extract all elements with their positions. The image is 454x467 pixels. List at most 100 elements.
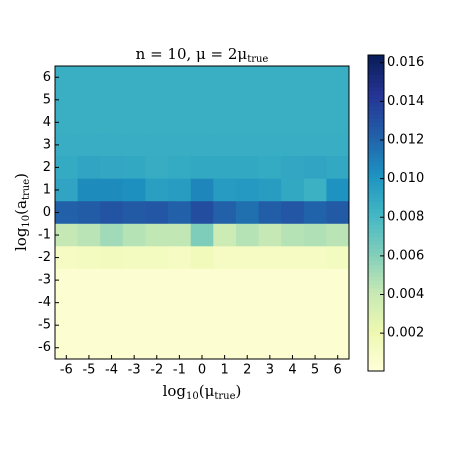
heat-cell [281,178,305,202]
y-label-main: log [12,227,30,251]
heat-cell [55,88,79,112]
heat-cell [258,291,282,315]
colorbar-swatch [368,122,384,127]
heat-cell [77,133,101,157]
heat-cell [258,246,282,270]
heat-cell [258,201,282,225]
heat-cell [258,133,282,157]
colorbar-swatch [368,292,384,297]
heat-cell [326,223,350,247]
heat-cell [100,313,124,337]
heat-cell [213,313,237,337]
heat-cell [281,313,305,337]
heat-cell [77,291,101,315]
heat-cell [122,336,146,360]
heat-cell [168,133,192,157]
heat-cell [77,66,101,90]
x-tick-label: -1 [173,363,186,378]
y-tick-label: -4 [38,295,51,310]
x-tick-label: -6 [60,363,73,378]
colorbar-swatch [368,177,384,182]
heat-cell [122,133,146,157]
chart-title: n = 10, μ = 2μtrue [136,45,269,65]
colorbar-swatch [368,240,384,246]
colorbar-swatch [368,205,384,210]
heat-cell [235,313,260,337]
heat-cell [258,336,282,360]
heat-cell [168,268,192,292]
x-label-main: log [163,382,187,400]
colorbar-tick-label: 0.012 [387,132,424,147]
colorbar-swatch [368,284,384,289]
heat-cell [77,246,101,270]
colorbar-swatch [368,228,384,234]
heat-cell [145,336,169,360]
colorbar-tick-label: 0.002 [387,326,424,341]
colorbar-swatch [368,137,384,143]
heat-cell [190,178,214,202]
heat-cell [145,178,169,202]
heat-cell [100,336,124,360]
heat-cell [281,223,305,247]
heat-cell [326,291,350,315]
heat-cell [190,133,214,157]
x-tick-label: 1 [220,363,228,378]
colorbar-swatch [368,347,384,352]
heat-cell [145,88,169,112]
y-tick-label: -2 [38,250,51,265]
y-axis-label: log10(atrue) [12,173,32,251]
heat-cell [122,313,146,337]
colorbar-swatch [368,70,384,76]
colorbar-swatch [368,197,384,202]
heat-cell [235,336,260,360]
heat-cell [55,66,79,90]
heat-cell [235,111,260,135]
colorbar-swatch [368,220,384,226]
heat-cell [100,178,124,202]
heat-cell [77,201,101,225]
heat-cell [145,268,169,292]
x-tick-label: 6 [334,363,342,378]
heat-cell [55,223,79,247]
colorbar-swatch [368,98,384,103]
y-tick-label: 1 [43,182,51,197]
heat-cell [303,246,327,270]
colorbar-swatch [368,114,384,119]
heat-cell [258,88,282,112]
heat-cell [55,336,79,360]
heat-cell [235,178,260,202]
heat-cell [168,313,192,337]
heat-cell [100,201,124,225]
heat-cell [213,178,237,202]
heat-cell [55,201,79,225]
colorbar-swatch [368,331,384,336]
heat-cell [326,66,350,90]
title-main: n = 10, μ = 2μ [136,45,248,63]
heat-cell [258,313,282,337]
heat-cell [235,268,260,292]
heat-cell [303,223,327,247]
heat-cell [168,66,192,90]
heat-cell [303,66,327,90]
x-tick-label: 0 [198,363,206,378]
y-tick-label: -3 [38,273,51,288]
colorbar-swatch [368,216,384,222]
x-tick-label: 5 [311,363,319,378]
heat-cell [168,178,192,202]
colorbar-swatch [368,307,384,313]
colorbar-swatch [368,351,384,356]
y-tick-label: -1 [38,228,51,243]
colorbar-swatch [368,149,384,155]
colorbar-swatch [368,264,384,269]
heat-cell [100,111,124,135]
heat-cell [100,156,124,180]
y-label-sub: true [21,179,32,200]
colorbar-swatch [368,299,384,305]
heat-cell [122,66,146,90]
heat-cell [281,111,305,135]
colorbar-swatch [368,130,384,135]
heat-cell [55,133,79,157]
heat-cell [168,88,192,112]
heat-cell [213,291,237,315]
colorbar-tick-label: 0.004 [387,287,424,302]
